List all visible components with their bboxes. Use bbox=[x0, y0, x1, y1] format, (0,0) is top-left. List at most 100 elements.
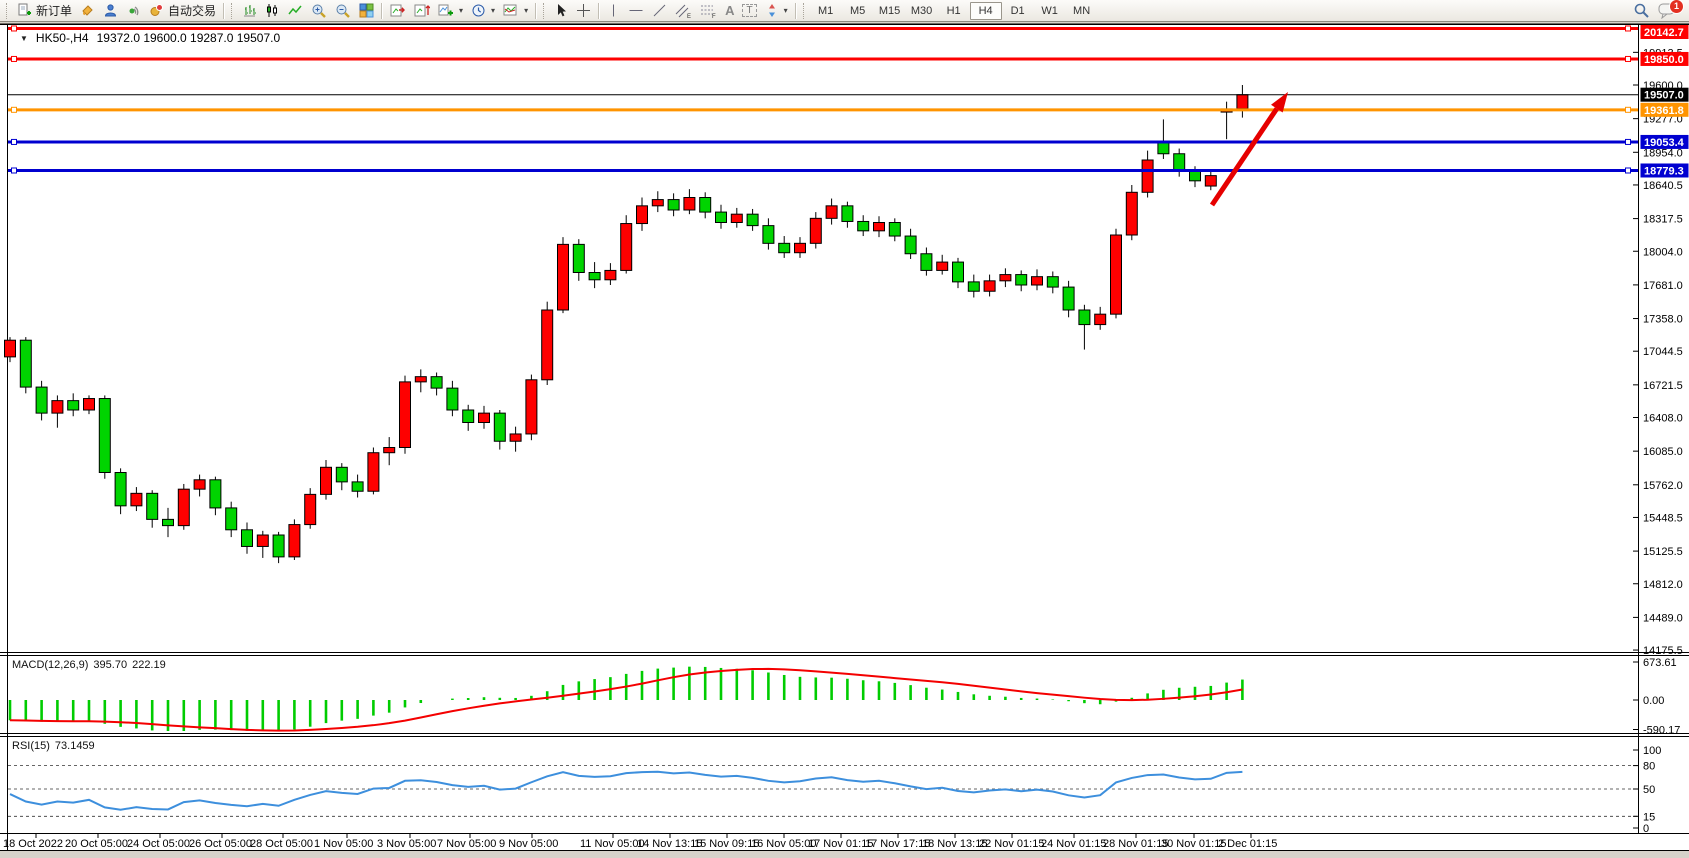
level-handle[interactable] bbox=[1625, 55, 1631, 62]
profile-button[interactable] bbox=[99, 1, 122, 21]
notifications-button[interactable]: 1 bbox=[1658, 0, 1684, 20]
equidistant-channel-tool-button[interactable]: E bbox=[671, 1, 696, 21]
price-badge-label: 19361.8 bbox=[1644, 105, 1684, 117]
fibonacci-icon: F bbox=[701, 5, 716, 19]
level-handle[interactable] bbox=[11, 55, 17, 62]
price-axis-tick-label: 15762.0 bbox=[1643, 480, 1683, 492]
rsi-axis-label: 15 bbox=[1643, 811, 1655, 823]
bar-chart-icon bbox=[244, 5, 257, 17]
level-handle[interactable] bbox=[11, 106, 17, 113]
candle-body bbox=[288, 524, 301, 558]
chart-autoscroll-button[interactable] bbox=[386, 1, 410, 21]
timeframe-d1-button[interactable]: D1 bbox=[1010, 4, 1025, 17]
price-badge-label: 19850.0 bbox=[1644, 54, 1684, 66]
symbol-dropdown-icon[interactable]: ▼ bbox=[20, 33, 28, 43]
add-indicator-button[interactable]: ▾ bbox=[434, 1, 467, 21]
bottom-strip bbox=[0, 851, 1689, 858]
horizontal-line-tool-button[interactable] bbox=[624, 1, 648, 21]
ink-bucket-button[interactable] bbox=[76, 1, 99, 21]
level-handle[interactable] bbox=[1625, 25, 1631, 32]
candle-body bbox=[904, 235, 917, 255]
candle-body bbox=[794, 242, 806, 254]
rsi-value: 73.1459 bbox=[54, 740, 95, 752]
zoom-in-button[interactable] bbox=[307, 1, 331, 21]
time-axis-label: 18 Oct 2022 bbox=[3, 838, 63, 850]
signal-button[interactable] bbox=[122, 1, 145, 21]
chevron-down-icon: ▾ bbox=[459, 6, 464, 15]
time-axis-label: 2 Dec 01:15 bbox=[1218, 838, 1277, 850]
timeframe-h1-button[interactable]: H1 bbox=[946, 4, 961, 17]
time-axis-label: 1 Nov 05:00 bbox=[314, 838, 373, 850]
candlestick-chart-button[interactable] bbox=[261, 1, 284, 21]
crosshair-tool-button[interactable] bbox=[572, 1, 595, 21]
time-axis-label: 17 Nov 17:15 bbox=[865, 838, 930, 850]
chart-shift-button[interactable] bbox=[410, 1, 434, 21]
candle-body bbox=[809, 217, 822, 244]
new-order-icon bbox=[18, 3, 31, 16]
candle-body bbox=[399, 381, 411, 448]
level-handle[interactable] bbox=[11, 167, 17, 174]
timeframe-mn-button[interactable]: MN bbox=[1073, 4, 1091, 17]
fibonacci-tool-button[interactable]: F bbox=[696, 1, 721, 21]
auto-trading-button[interactable]: 自动交易 bbox=[145, 1, 220, 21]
macd-axis-label: 0.00 bbox=[1643, 695, 1664, 707]
zoom-out-button[interactable] bbox=[331, 1, 355, 21]
price-axis-tick-label: 14489.0 bbox=[1643, 612, 1683, 624]
timeframe-w1-button[interactable]: W1 bbox=[1041, 4, 1058, 17]
trendline-tool-button[interactable] bbox=[648, 1, 671, 21]
template-button[interactable]: ▾ bbox=[499, 1, 532, 21]
trend-arrow-line[interactable] bbox=[1209, 107, 1279, 207]
cursor-tool-button[interactable] bbox=[550, 1, 572, 21]
candle-body bbox=[1141, 159, 1154, 193]
text-tool-button[interactable]: A bbox=[721, 1, 738, 21]
candle-body bbox=[588, 272, 601, 281]
timeframe-h4-button[interactable]: H4 bbox=[969, 1, 1002, 20]
toolbar-grip bbox=[802, 2, 807, 19]
vertical-line-tool-button[interactable] bbox=[603, 1, 624, 21]
toolbar-right: 1 bbox=[1633, 0, 1686, 20]
text-label-tool-button[interactable]: T bbox=[738, 1, 760, 21]
price-axis-tick-label: 18640.5 bbox=[1643, 180, 1683, 192]
timeframe-m30-button[interactable]: M30 bbox=[910, 4, 933, 17]
level-handle[interactable] bbox=[11, 25, 17, 32]
bar-chart-button[interactable] bbox=[238, 1, 261, 21]
price-badge-label: 19507.0 bbox=[1644, 90, 1684, 102]
candle-body bbox=[746, 213, 759, 227]
candle-body bbox=[557, 243, 569, 311]
toolbar-separator bbox=[223, 2, 226, 19]
line-chart-button[interactable] bbox=[284, 1, 307, 21]
candle-body bbox=[730, 213, 743, 224]
chart-title: ▼ HK50-,H4 19372.0 19600.0 19287.0 19507… bbox=[20, 31, 280, 45]
candlestick-chart-icon bbox=[267, 4, 278, 17]
template-icon bbox=[503, 4, 517, 16]
candle-body bbox=[1078, 309, 1091, 326]
candle-body bbox=[19, 339, 32, 388]
candle-body bbox=[1094, 313, 1107, 326]
timeframe-m15-button[interactable]: M15 bbox=[878, 4, 901, 17]
timeframe-m1-button[interactable]: M1 bbox=[817, 4, 834, 17]
price-axis-tick-label: 15125.5 bbox=[1643, 546, 1683, 558]
arrows-tool-button[interactable]: ▾ bbox=[761, 1, 792, 21]
candle-body bbox=[888, 222, 901, 237]
period-button[interactable]: ▾ bbox=[467, 1, 499, 21]
time-axis-label: 24 Nov 01:15 bbox=[1041, 838, 1106, 850]
new-order-button[interactable]: 新订单 bbox=[13, 1, 76, 21]
level-handle[interactable] bbox=[1625, 167, 1631, 174]
search-icon[interactable] bbox=[1633, 2, 1650, 19]
level-handle[interactable] bbox=[1625, 138, 1631, 145]
candle-body bbox=[952, 261, 964, 283]
level-handle[interactable] bbox=[11, 138, 17, 145]
candle-body bbox=[130, 492, 143, 507]
crosshair-icon bbox=[577, 4, 591, 17]
time-axis-label: 16 Nov 05:00 bbox=[751, 838, 816, 850]
timeframe-m5-button[interactable]: M5 bbox=[849, 4, 866, 17]
toolbar-separator bbox=[381, 2, 384, 19]
time-axis-label: 18 Nov 13:15 bbox=[922, 838, 987, 850]
macd-name: MACD(12,26,9) bbox=[12, 659, 89, 671]
level-handle[interactable] bbox=[1625, 106, 1631, 113]
tile-windows-button[interactable] bbox=[355, 1, 378, 21]
trend-arrow-head[interactable] bbox=[1271, 92, 1288, 113]
auto-trading-icon bbox=[150, 4, 164, 16]
price-axis-tick-label: 18317.5 bbox=[1643, 214, 1683, 226]
